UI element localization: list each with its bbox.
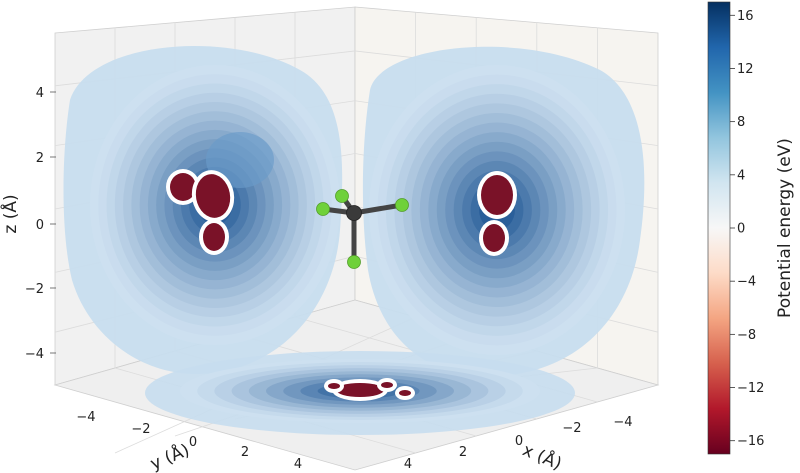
y-tick-label: 0 bbox=[189, 435, 197, 450]
minimum-well bbox=[170, 173, 196, 201]
z-tick-label: 4 bbox=[36, 86, 44, 101]
x-tick-label: −2 bbox=[562, 421, 581, 436]
y-tick-label: −4 bbox=[76, 410, 95, 425]
minimum-group bbox=[324, 379, 344, 393]
molecule bbox=[316, 189, 409, 269]
y-tick-labels: −4 −2 0 2 4 bbox=[76, 410, 302, 472]
colorbar-tick-label: −16 bbox=[737, 434, 764, 449]
colorbar: −16 −12 −8 −4 0 4 8 12 16 Potential energy (eV) bbox=[707, 1, 795, 455]
minimum-group bbox=[477, 171, 517, 219]
x-tick-label: 2 bbox=[459, 445, 467, 460]
minimum-group bbox=[395, 386, 415, 400]
y-tick-label: 4 bbox=[294, 457, 302, 472]
minimum-group bbox=[166, 169, 200, 205]
minimum-group bbox=[377, 378, 397, 392]
minimum-group bbox=[332, 379, 388, 401]
y-axis-label: y (Å) bbox=[147, 438, 193, 473]
x-tick-labels: −4 −2 0 2 4 bbox=[404, 415, 633, 472]
x-tick-label: 0 bbox=[515, 434, 523, 449]
bond bbox=[353, 202, 403, 216]
colorbar-tick-label: 8 bbox=[737, 115, 745, 130]
z-tick-label: −4 bbox=[25, 347, 44, 362]
x-tick-label: 4 bbox=[404, 457, 412, 472]
ligand-atom bbox=[347, 255, 361, 269]
z-tick-labels: −4 −2 0 2 4 bbox=[25, 86, 56, 362]
x-axis-label: x (Å) bbox=[519, 438, 565, 473]
colorbar-strip bbox=[707, 1, 731, 455]
colorbar-tick-label: 0 bbox=[737, 222, 745, 237]
projection-xz bbox=[362, 46, 645, 377]
minimum-well bbox=[328, 383, 340, 389]
colorbar-tick-label: 4 bbox=[737, 168, 745, 183]
colorbar-tick-label: 16 bbox=[737, 9, 754, 24]
minimum-well bbox=[336, 383, 384, 397]
colorbar-tick-label: −12 bbox=[737, 381, 764, 396]
colorbar-tick-label: −8 bbox=[737, 328, 756, 343]
ligand-atom bbox=[316, 202, 330, 216]
z-tick-label: 0 bbox=[36, 218, 44, 233]
projection-yz bbox=[63, 45, 343, 374]
ligand-atom bbox=[395, 198, 409, 212]
z-tick-label: −2 bbox=[25, 282, 44, 297]
minimum-group bbox=[199, 219, 229, 255]
center-atom bbox=[346, 205, 362, 221]
minimum-well bbox=[203, 223, 225, 251]
minimum-well bbox=[399, 390, 411, 396]
minimum-well bbox=[381, 382, 393, 388]
minimum-well bbox=[483, 224, 505, 252]
minimum-group bbox=[479, 220, 509, 256]
colorbar-tick-label: 12 bbox=[737, 62, 754, 77]
minimum-group bbox=[191, 170, 235, 222]
side-lobe bbox=[206, 132, 274, 188]
projection-xy bbox=[145, 351, 575, 435]
ligand-atom bbox=[335, 189, 349, 203]
x-tick-label: −4 bbox=[613, 415, 632, 430]
minimum-well bbox=[481, 175, 513, 215]
z-tick-label: 2 bbox=[36, 151, 44, 166]
z-axis-label: z (Å) bbox=[0, 194, 21, 233]
colorbar-tick-label: −4 bbox=[737, 275, 756, 290]
y-tick-label: −2 bbox=[131, 422, 150, 437]
y-tick-label: 2 bbox=[241, 445, 249, 460]
colorbar-label: Potential energy (eV) bbox=[775, 138, 795, 318]
colorbar-ticks: −16 −12 −8 −4 0 4 8 12 16 bbox=[730, 9, 764, 449]
minimum-well bbox=[195, 174, 231, 218]
